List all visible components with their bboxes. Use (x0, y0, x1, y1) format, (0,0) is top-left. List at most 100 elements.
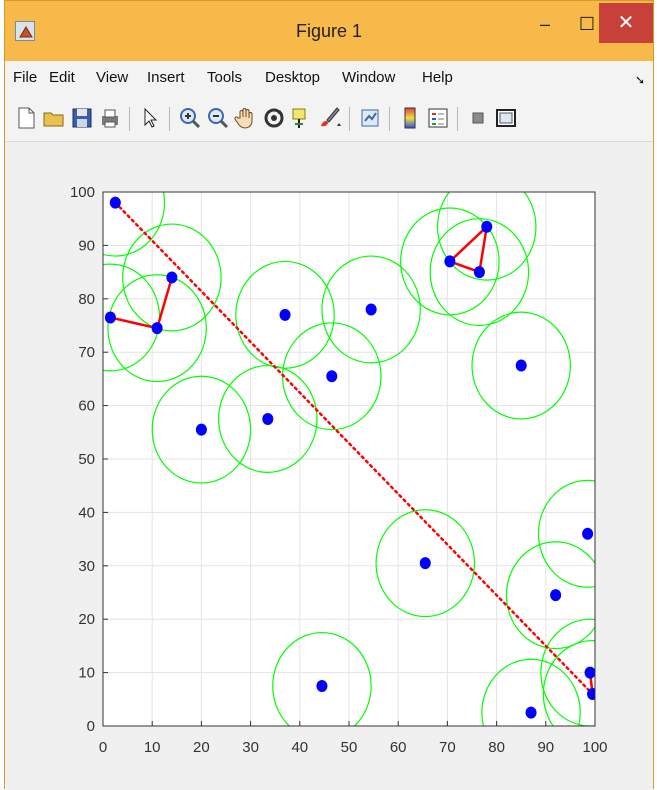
link-line (478, 226, 488, 273)
window-title: Figure 1 (295, 21, 363, 41)
x-tick-label: 60 (390, 739, 407, 756)
coverage-circle (235, 260, 335, 369)
coverage-circle (481, 658, 581, 726)
x-tick-label: 50 (341, 739, 358, 756)
x-tick-label: 30 (242, 739, 259, 756)
menu-bar: File Edit View Insert Tools Desktop Wind… (5, 61, 653, 98)
rotate-3d-icon[interactable] (261, 105, 287, 131)
data-cursor-icon[interactable] (289, 105, 315, 131)
x-tick-label: 100 (582, 739, 607, 756)
menu-window[interactable]: Window (342, 69, 396, 86)
node-point (525, 706, 537, 719)
link-line (110, 316, 158, 330)
colorbar-icon[interactable] (397, 105, 423, 131)
coverage-circle (272, 631, 372, 726)
menu-insert[interactable]: Insert (147, 69, 185, 86)
node-point (279, 308, 291, 321)
x-tick-label: 80 (488, 739, 505, 756)
brush-icon[interactable] (317, 105, 343, 131)
coverage-circle (537, 479, 595, 588)
pointer-icon[interactable] (137, 105, 163, 131)
menu-file[interactable]: File (13, 69, 38, 86)
node-point (104, 311, 116, 324)
y-tick-label: 100 (70, 184, 95, 201)
y-tick-label: 90 (78, 237, 95, 254)
toolbar (5, 97, 653, 142)
menu-edit[interactable]: Edit (49, 69, 75, 86)
toolbar-separator (389, 107, 390, 131)
plot-content (103, 192, 595, 726)
node-point (262, 412, 274, 425)
y-tick-label: 10 (78, 665, 95, 682)
x-tick-label: 0 (99, 739, 107, 756)
print-icon[interactable] (97, 105, 123, 131)
show-plot-tools-icon[interactable] (493, 105, 519, 131)
node-point (166, 271, 178, 284)
x-tick-label: 70 (439, 739, 456, 756)
link-plot-icon[interactable] (357, 105, 383, 131)
node-point (419, 557, 431, 570)
y-tick-label: 70 (78, 344, 95, 361)
new-figure-icon[interactable] (13, 105, 39, 131)
maximize-button[interactable]: ☐ (578, 14, 596, 34)
toolbar-separator (349, 107, 350, 131)
node-point (151, 322, 163, 335)
coverage-circle (436, 192, 537, 281)
coverage-circle (151, 375, 252, 484)
coverage-circle (107, 274, 207, 383)
zoom-out-icon[interactable] (205, 105, 231, 131)
y-tick-label: 60 (78, 398, 95, 415)
link-line (155, 277, 174, 329)
node-point (584, 666, 595, 679)
dotted-path-line (114, 201, 594, 696)
y-tick-label: 20 (78, 611, 95, 628)
coverage-circle (103, 192, 166, 257)
coverage-circle (429, 218, 530, 327)
scatter-plot[interactable]: 0 10 20 30 40 50 60 70 80 90 100 0 10 20 30 40 50 60 70 80 9… (5, 142, 653, 790)
x-tick-label: 40 (291, 739, 308, 756)
node-point (326, 370, 338, 383)
node-point (515, 359, 527, 372)
hide-plot-tools-icon[interactable] (465, 105, 491, 131)
y-tick-label: 80 (78, 291, 95, 308)
matlab-icon (15, 21, 35, 41)
menu-help[interactable]: Help (422, 69, 453, 86)
legend-icon[interactable] (425, 105, 451, 131)
x-tick-label: 90 (537, 739, 554, 756)
close-button[interactable]: ✕ (599, 3, 653, 43)
menu-tools[interactable]: Tools (207, 69, 243, 86)
node-point (587, 687, 595, 700)
toolbar-separator (457, 107, 458, 131)
node-point (481, 220, 493, 233)
coverage-circle (471, 311, 572, 420)
y-tick-label: 50 (78, 451, 95, 468)
figure-canvas[interactable]: 0 10 20 30 40 50 60 70 80 90 100 0 10 20 30 40 50 60 70 80 9… (5, 142, 653, 790)
link-line (449, 225, 488, 263)
y-tick-label: 30 (78, 558, 95, 575)
node-point (473, 266, 485, 279)
node-point (316, 679, 328, 692)
node-point (550, 589, 562, 602)
menu-desktop[interactable]: Desktop (265, 69, 321, 86)
pan-hand-icon[interactable] (233, 105, 259, 131)
x-tick-label: 10 (144, 739, 161, 756)
minimize-button[interactable]: – (539, 14, 550, 34)
menu-view[interactable]: View (96, 69, 129, 86)
node-point (109, 196, 121, 209)
zoom-in-icon[interactable] (177, 105, 203, 131)
node-point (444, 255, 456, 268)
coverage-circle (122, 223, 222, 332)
figure-window: Figure 1 – ☐ ✕ File Edit View Insert Too… (4, 0, 654, 790)
title-bar[interactable]: Figure 1 – ☐ ✕ (5, 1, 653, 61)
y-tick-label: 40 (78, 504, 95, 521)
coverage-circle (375, 509, 476, 618)
node-point (582, 527, 594, 540)
coverage-circle (542, 639, 595, 726)
node-point (365, 303, 377, 316)
toolbar-separator (169, 107, 170, 131)
save-icon[interactable] (69, 105, 95, 131)
x-tick-label: 20 (193, 739, 210, 756)
open-file-icon[interactable] (41, 105, 67, 131)
dock-arrow-icon[interactable]: ➘ (635, 73, 646, 87)
coverage-circle (321, 255, 421, 364)
